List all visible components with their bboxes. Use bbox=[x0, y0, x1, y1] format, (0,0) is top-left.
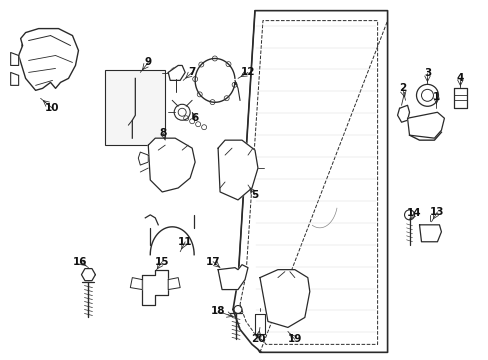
Text: 15: 15 bbox=[155, 257, 169, 267]
Polygon shape bbox=[81, 269, 95, 281]
Text: 19: 19 bbox=[287, 334, 302, 345]
Text: 18: 18 bbox=[210, 306, 225, 316]
Polygon shape bbox=[148, 138, 195, 192]
Text: 10: 10 bbox=[45, 103, 60, 113]
Polygon shape bbox=[138, 152, 148, 165]
Polygon shape bbox=[419, 225, 441, 242]
Text: 16: 16 bbox=[73, 257, 87, 267]
Polygon shape bbox=[453, 88, 467, 108]
Polygon shape bbox=[11, 53, 19, 66]
Polygon shape bbox=[254, 315, 264, 334]
Text: 17: 17 bbox=[205, 257, 220, 267]
Polygon shape bbox=[168, 66, 185, 80]
Polygon shape bbox=[407, 112, 444, 138]
Polygon shape bbox=[19, 28, 78, 90]
Polygon shape bbox=[11, 72, 19, 85]
Text: 8: 8 bbox=[159, 128, 166, 138]
Text: 4: 4 bbox=[456, 73, 463, 84]
Text: 12: 12 bbox=[240, 67, 255, 77]
Polygon shape bbox=[218, 140, 258, 200]
Text: 1: 1 bbox=[432, 92, 439, 102]
Text: 13: 13 bbox=[429, 207, 444, 217]
Text: 3: 3 bbox=[423, 68, 430, 78]
Text: 7: 7 bbox=[188, 67, 195, 77]
Text: 6: 6 bbox=[191, 113, 198, 123]
Text: 20: 20 bbox=[250, 334, 264, 345]
Text: 2: 2 bbox=[398, 84, 406, 93]
Text: 9: 9 bbox=[144, 58, 152, 67]
Text: 5: 5 bbox=[251, 190, 258, 200]
Text: 11: 11 bbox=[178, 237, 192, 247]
Polygon shape bbox=[260, 270, 309, 328]
Text: 14: 14 bbox=[407, 208, 421, 218]
Polygon shape bbox=[218, 265, 247, 289]
Polygon shape bbox=[397, 105, 408, 122]
Polygon shape bbox=[130, 278, 142, 289]
Bar bbox=[105, 71, 165, 145]
Polygon shape bbox=[168, 278, 180, 289]
Polygon shape bbox=[142, 270, 168, 305]
